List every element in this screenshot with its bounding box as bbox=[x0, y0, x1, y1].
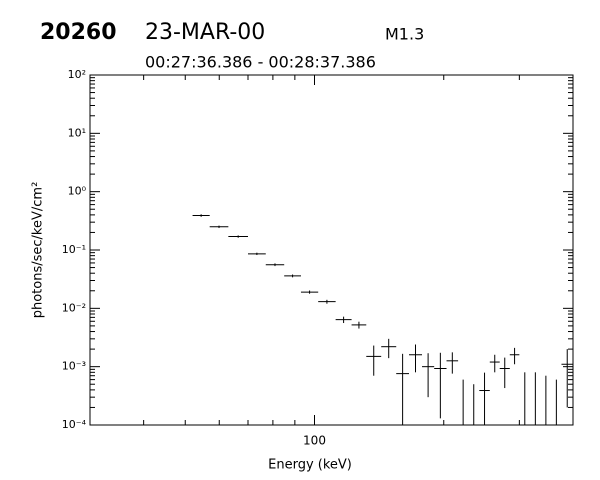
y-tick-label: 10⁰ bbox=[68, 185, 87, 198]
y-tick-label: 10⁻² bbox=[62, 301, 86, 314]
flare-class: M1.3 bbox=[385, 25, 424, 44]
y-tick-label: 10⁻³ bbox=[62, 360, 86, 373]
x-axis-label: Energy (keV) bbox=[268, 458, 352, 473]
y-tick-label: 10¹ bbox=[68, 126, 86, 139]
y-tick-label: 10⁻⁴ bbox=[62, 418, 87, 431]
y-axis-label: photons/sec/keV/cm² bbox=[31, 182, 46, 319]
y-tick-label: 10⁻¹ bbox=[62, 243, 86, 256]
time-range: 00:27:36.386 - 00:28:37.386 bbox=[145, 53, 376, 72]
plot-frame bbox=[89, 74, 574, 426]
x-tick-label: 100 bbox=[303, 434, 326, 448]
date: 23-MAR-00 bbox=[145, 20, 265, 45]
flare-id: 20260 bbox=[40, 20, 117, 45]
y-tick-label: 10² bbox=[68, 68, 86, 81]
